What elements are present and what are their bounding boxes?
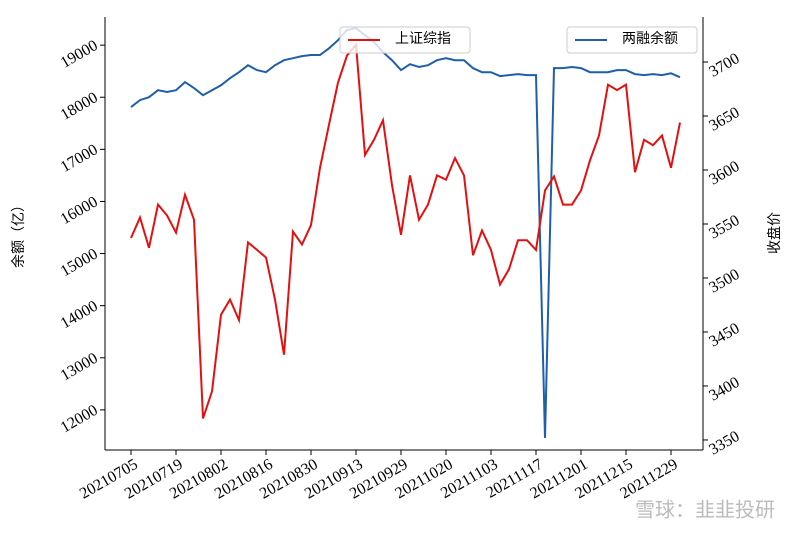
y-tick-label: 12000 <box>58 402 101 437</box>
y-tick-label: 19000 <box>58 37 101 72</box>
series-line <box>130 27 681 439</box>
y2-axis-label: 收盘价 <box>766 212 783 254</box>
y-axis-label: 余额（亿） <box>10 198 27 268</box>
y-tick-label: 17000 <box>58 141 101 176</box>
y-tick-label: 14000 <box>58 298 101 333</box>
y-tick-label: 16000 <box>58 193 101 228</box>
y2-tick-label: 3550 <box>706 212 742 243</box>
y-tick-label: 18000 <box>58 89 101 124</box>
y2-tick-label: 3650 <box>706 104 742 135</box>
y2-tick-label: 3450 <box>706 320 742 351</box>
y-tick-label: 13000 <box>58 350 101 385</box>
y2-tick-label: 3600 <box>706 158 742 189</box>
y2-tick-label: 3700 <box>706 50 742 81</box>
y2-tick-label: 3400 <box>706 374 742 405</box>
watermark: 雪球：韭韭投研 <box>635 499 775 522</box>
legend-label: 两融余额 <box>622 30 678 47</box>
legend-box <box>566 26 698 54</box>
y2-tick-label: 3350 <box>706 428 742 459</box>
legend-box <box>339 26 471 54</box>
y-tick-label: 15000 <box>58 245 101 280</box>
y2-tick-label: 3500 <box>706 266 742 297</box>
series-line <box>130 42 681 419</box>
legend-label: 上证综指 <box>395 31 451 47</box>
